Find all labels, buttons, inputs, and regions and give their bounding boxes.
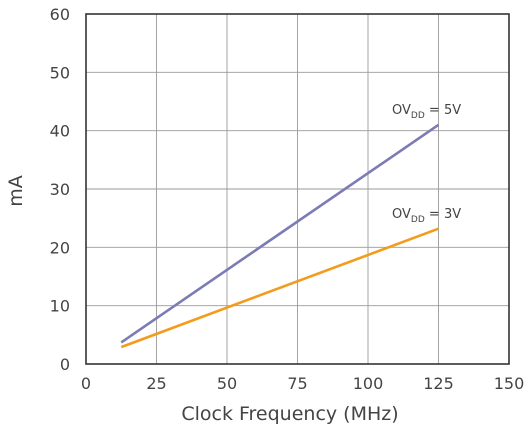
y-tick-label: 40 [50,122,70,141]
series-line-5v [120,123,440,344]
y-tick-label: 30 [50,180,70,199]
series-label-3v-sub: DD [411,215,425,225]
y-tick-label: 10 [50,297,70,316]
x-tick-label: 50 [217,374,237,393]
y-tick-label: 60 [50,5,70,24]
x-axis-label: Clock Frequency (MHz) [181,403,398,425]
x-tick-labels: 0 25 50 75 100 125 150 [81,374,524,393]
y-axis-label: mA [5,175,27,207]
x-tick-label: 0 [81,374,91,393]
y-tick-labels: 0 10 20 30 40 50 60 [50,5,70,374]
x-tick-label: 150 [494,374,525,393]
series-line-3v [120,227,439,349]
series-label-5v: OVDD = 5V [392,103,461,121]
x-tick-label: 75 [287,374,307,393]
series-label-5v-main: OV [392,103,411,118]
x-tick-label: 25 [146,374,166,393]
y-tick-label: 0 [60,355,70,374]
plot-frame [85,13,510,365]
y-tick-label: 20 [50,238,70,257]
series-label-3v-main: OV [392,207,411,222]
x-tick-label: 100 [353,374,384,393]
series-label-5v-sub: DD [411,111,425,121]
series-lines [120,123,440,349]
x-tick-label: 125 [423,374,454,393]
series-label-5v-rest: = 5V [425,103,461,118]
series-label-3v-rest: = 3V [425,207,461,222]
grid [86,14,509,364]
y-tick-label: 50 [50,63,70,82]
series-label-3v: OVDD = 3V [392,207,461,225]
